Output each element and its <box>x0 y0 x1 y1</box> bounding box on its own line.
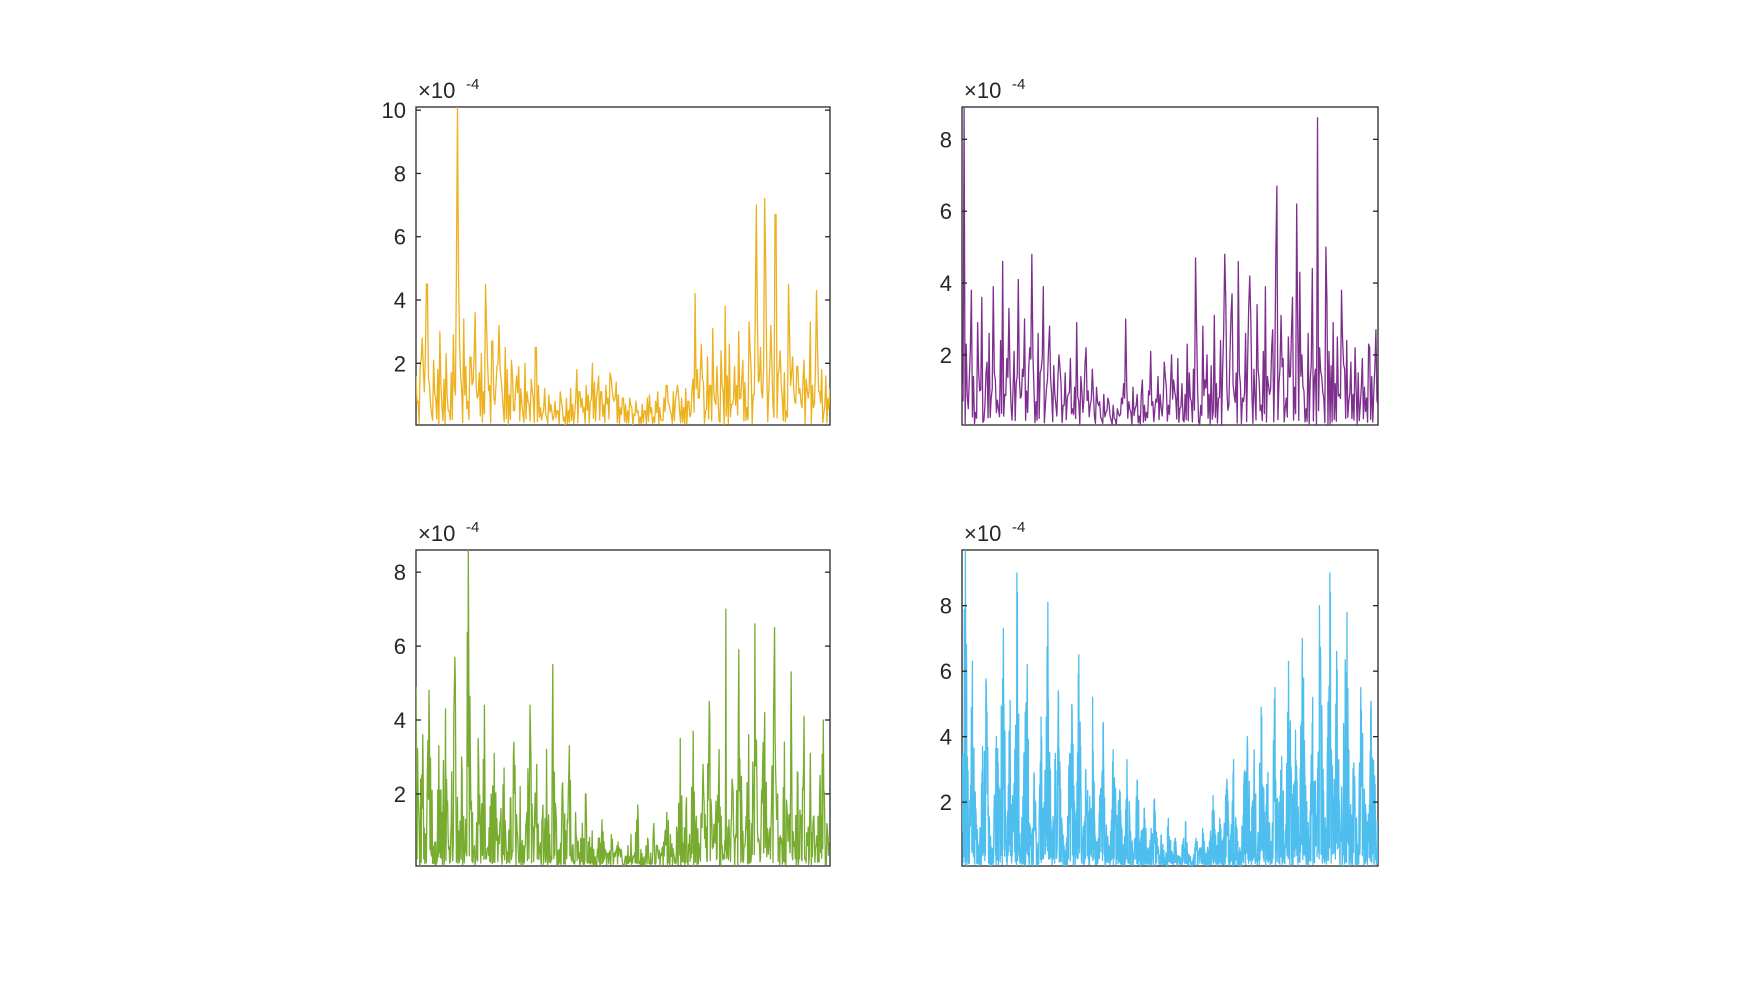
y-tick-label: 6 <box>394 225 406 250</box>
axes-box <box>415 106 831 426</box>
y-tick-label: 6 <box>940 659 952 684</box>
y-tick-label: 6 <box>394 634 406 659</box>
multiplier-base: ×10 <box>964 78 1001 103</box>
subplot-4: 2 4 6 8 ×10 -4 <box>940 519 1379 867</box>
series-line <box>962 107 1378 425</box>
y-tick-label: 8 <box>940 594 952 619</box>
y-tick-label: 2 <box>940 790 952 815</box>
multiplier-exponent: -4 <box>1012 76 1025 93</box>
multiplier-base: ×10 <box>964 521 1001 546</box>
subplot-2: 2 4 6 8 ×10 -4 <box>940 76 1379 426</box>
multiplier-exponent: -4 <box>466 76 479 93</box>
multiplier-exponent: -4 <box>1012 519 1025 536</box>
y-tick-label: 2 <box>394 782 406 807</box>
y-tick-label: 10 <box>382 98 406 123</box>
y-tick-label: 2 <box>394 351 406 376</box>
y-ticks: 2 4 6 8 <box>940 127 1378 368</box>
multiplier-base: ×10 <box>418 78 455 103</box>
y-tick-label: 8 <box>394 560 406 585</box>
y-tick-label: 8 <box>940 127 952 152</box>
axes-box <box>961 549 1379 867</box>
multiplier-base: ×10 <box>418 521 455 546</box>
y-ticks: 2 4 6 8 <box>394 560 830 807</box>
y-tick-label: 2 <box>940 343 952 368</box>
subplot-1: 2 4 6 8 10 ×10 -4 <box>382 76 831 426</box>
subplot-3: 2 4 6 8 ×10 -4 <box>394 519 831 867</box>
y-tick-label: 4 <box>940 271 952 296</box>
y-ticks: 2 4 6 8 10 <box>382 98 830 376</box>
y-ticks: 2 4 6 8 <box>940 594 1378 815</box>
multiplier-exponent: -4 <box>466 519 479 536</box>
series-line <box>416 107 830 425</box>
y-tick-label: 6 <box>940 199 952 224</box>
y-tick-label: 4 <box>394 708 406 733</box>
series-line <box>416 550 830 866</box>
y-tick-label: 4 <box>940 725 952 750</box>
y-tick-label: 4 <box>394 288 406 313</box>
y-tick-label: 8 <box>394 161 406 186</box>
series-line <box>962 550 1378 866</box>
